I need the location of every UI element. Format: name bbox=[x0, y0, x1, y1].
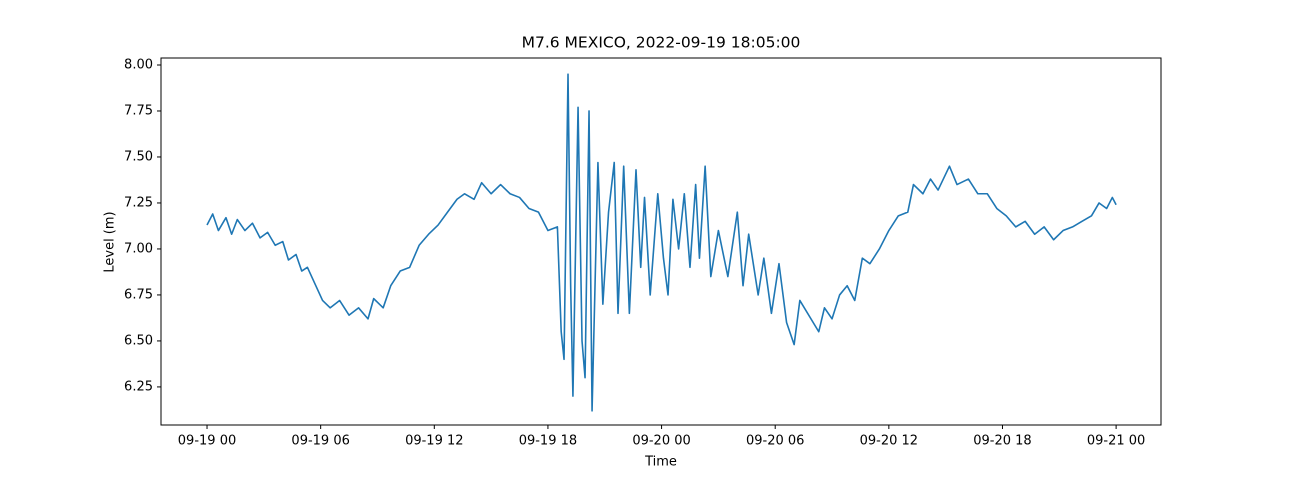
x-tick-label: 09-20 18 bbox=[973, 434, 1031, 449]
x-tick-label: 09-19 00 bbox=[178, 434, 236, 449]
x-tick-label: 09-20 00 bbox=[632, 434, 690, 449]
x-tick-label: 09-19 18 bbox=[519, 434, 577, 449]
x-axis-label: Time bbox=[644, 455, 677, 470]
data-line bbox=[206, 73, 1117, 412]
plot-frame bbox=[160, 57, 1162, 426]
y-tick-label: 7.50 bbox=[124, 149, 153, 164]
y-tick-label: 7.75 bbox=[124, 103, 153, 118]
x-tick-label: 09-21 00 bbox=[1087, 434, 1145, 449]
y-tick-label: 7.00 bbox=[124, 241, 153, 256]
x-tick-label: 09-20 12 bbox=[860, 434, 918, 449]
y-tick-label: 7.25 bbox=[124, 195, 153, 210]
y-tick-label: 8.00 bbox=[124, 57, 153, 72]
y-axis-label: Level (m) bbox=[103, 211, 118, 272]
y-tick-label: 6.50 bbox=[124, 333, 153, 348]
chart-title: M7.6 MEXICO, 2022-09-19 18:05:00 bbox=[522, 34, 801, 52]
y-tick-label: 6.25 bbox=[124, 379, 153, 394]
x-tick-label: 09-19 12 bbox=[405, 434, 463, 449]
x-tick-label: 09-19 06 bbox=[291, 434, 349, 449]
x-tick-label: 09-20 06 bbox=[746, 434, 804, 449]
y-tick-label: 6.75 bbox=[124, 287, 153, 302]
